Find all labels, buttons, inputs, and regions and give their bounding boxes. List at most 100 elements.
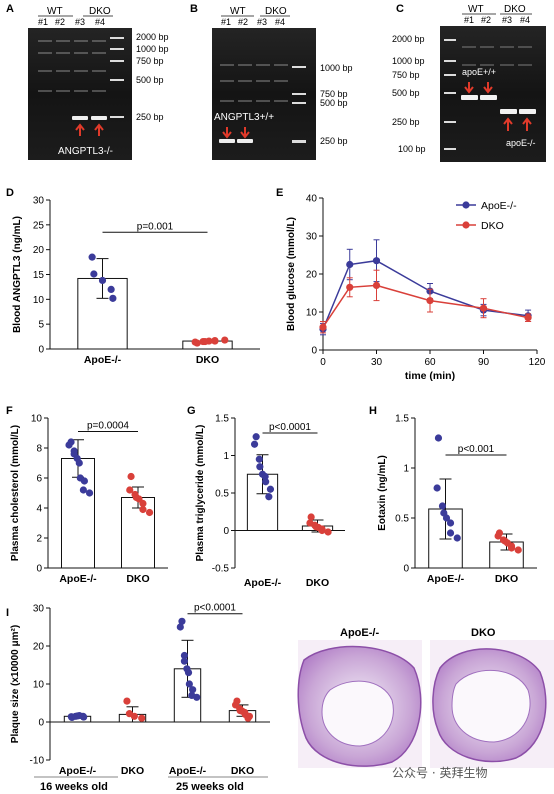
category-label: ApoE-/- (84, 354, 122, 366)
gel-c-arrow-1 (464, 82, 474, 94)
data-point (453, 534, 461, 542)
panel-letter-c: C (396, 3, 404, 15)
data-point (265, 493, 273, 501)
panel-letter-a: A (6, 3, 14, 15)
gel-c-annotation-bottom: apoE-/- (506, 138, 536, 148)
gel-c-arrow-2 (483, 82, 493, 94)
data-point (221, 336, 229, 344)
y-tick-label: 10 (31, 414, 43, 425)
y-axis-label: Blood glucose (mmol/L) (286, 217, 297, 331)
y-axis-label: Plasma triglyceride (mmol/L) (195, 425, 206, 562)
gel-c-ladder-100: 100 bp (398, 144, 426, 154)
gel-b-arrow-1 (222, 127, 232, 139)
panel-letter-b: B (190, 3, 198, 15)
y-tick-label: 0 (223, 526, 229, 537)
category-label: ApoE-/- (427, 573, 465, 585)
gel-c-arrow-3 (503, 117, 513, 131)
y-tick-label: 1.5 (395, 414, 409, 425)
gel-c-image (440, 26, 546, 162)
x-tick-label: 60 (424, 357, 436, 368)
data-point (189, 686, 197, 694)
y-tick-label: 30 (33, 196, 45, 207)
y-tick-label: 1.5 (215, 414, 229, 425)
y-tick-label: 1 (403, 464, 409, 475)
x-axis-label: time (min) (405, 370, 455, 382)
data-point (256, 463, 264, 471)
gel-b-ladder-1000: 1000 bp (320, 63, 353, 73)
histology-panel: ApoE-/- DKO (297, 627, 554, 768)
y-tick-label: 30 (306, 232, 318, 243)
gel-panel-b: B WT DKO #1 #2 #3 #4 1000 bp 750 bp 500 … (190, 3, 353, 160)
data-point (180, 657, 189, 665)
data-point (211, 336, 219, 345)
y-tick-label: 8 (36, 444, 42, 455)
data-point (65, 441, 73, 449)
y-tick-label: 0 (38, 718, 44, 729)
data-point (139, 505, 147, 514)
y-tick-label: 10 (306, 308, 318, 319)
gel-c-arrow-4 (522, 117, 532, 131)
data-point (85, 489, 94, 497)
gel-a-arrow-2 (94, 123, 104, 136)
gel-b-ladder-500: 500 bp (320, 98, 348, 108)
gel-a-ladder-1000: 1000 bp (136, 44, 169, 54)
x-tick-label: 30 (371, 357, 383, 368)
gel-c-ladder-1000: 1000 bp (392, 56, 425, 66)
category-label: DKO (121, 765, 144, 777)
y-tick-label: 20 (306, 270, 318, 281)
data-point (107, 285, 115, 293)
data-point (479, 304, 488, 312)
y-tick-label: 5 (38, 320, 44, 331)
data-point (191, 338, 199, 346)
legend-label: ApoE-/- (481, 200, 517, 212)
histology-lumen-dko (451, 670, 531, 743)
gel-c-lane-2: #2 (481, 15, 491, 25)
data-point (180, 651, 189, 660)
gel-c-lane-3: #3 (502, 15, 512, 25)
gel-a-wt-label: WT (47, 6, 63, 17)
y-tick-label: 4 (36, 504, 42, 515)
y-tick-label: 20 (33, 642, 45, 653)
y-tick-label: 30 (33, 604, 45, 615)
gel-b-lane-2: #2 (238, 17, 248, 27)
y-axis-label: Plaque size (x10000 μm²) (10, 625, 21, 743)
data-point (442, 514, 451, 522)
category-label: DKO (126, 573, 149, 585)
y-tick-label: 15 (33, 270, 45, 281)
gel-a-ladder-250: 250 bp (136, 112, 164, 122)
category-label: ApoE-/- (59, 765, 97, 777)
data-point (75, 459, 83, 467)
p-value-label: p<0.0001 (269, 422, 311, 433)
data-point (130, 712, 138, 720)
histology-label-dko: DKO (471, 627, 496, 639)
chart-e-blood-glucose: 0 10 20 30 40 0 30 60 90 120 time (min) Blood gluco… (286, 194, 546, 383)
y-tick-label: 20 (33, 245, 45, 256)
x-tick-label: 90 (478, 357, 490, 368)
p-value-label: p<0.0001 (194, 603, 236, 614)
data-point (138, 714, 146, 722)
data-point (438, 502, 447, 510)
y-tick-label: 10 (33, 295, 45, 306)
y-tick-label: 25 (33, 220, 45, 231)
panel-letter-f: F (6, 405, 13, 417)
data-point (79, 486, 87, 494)
y-tick-label: 0 (36, 564, 42, 575)
watermark-text: 公众号 · 英拜生物 (392, 766, 488, 780)
data-point (372, 257, 381, 265)
gel-c-lane-1: #1 (464, 15, 474, 25)
chart-g-plasma-triglyceride: -0.5 0 0.5 1 1.5 Plasma triglyceride (mmol/L)… (195, 414, 345, 589)
chart-h-eotaxin: 0 0.5 1 1.5 Eotaxin (ng/mL) ApoE-/- DKO p<0.001 (377, 414, 537, 585)
data-point (126, 486, 134, 494)
data-point (426, 297, 434, 305)
gel-a-ladder-2000: 2000 bp (136, 32, 169, 42)
y-tick-label: 0 (38, 345, 44, 356)
gel-a-annotation: ANGPTL3-/- (58, 146, 113, 157)
data-point (307, 513, 315, 521)
gel-b-wt-label: WT (230, 6, 246, 17)
data-point (346, 283, 354, 291)
x-tick-label: 120 (529, 357, 546, 368)
category-label: DKO (196, 354, 219, 366)
data-point (127, 472, 135, 481)
y-axis-label: Plasma cholesterol (mmol/L) (10, 425, 21, 561)
data-point (372, 281, 381, 289)
